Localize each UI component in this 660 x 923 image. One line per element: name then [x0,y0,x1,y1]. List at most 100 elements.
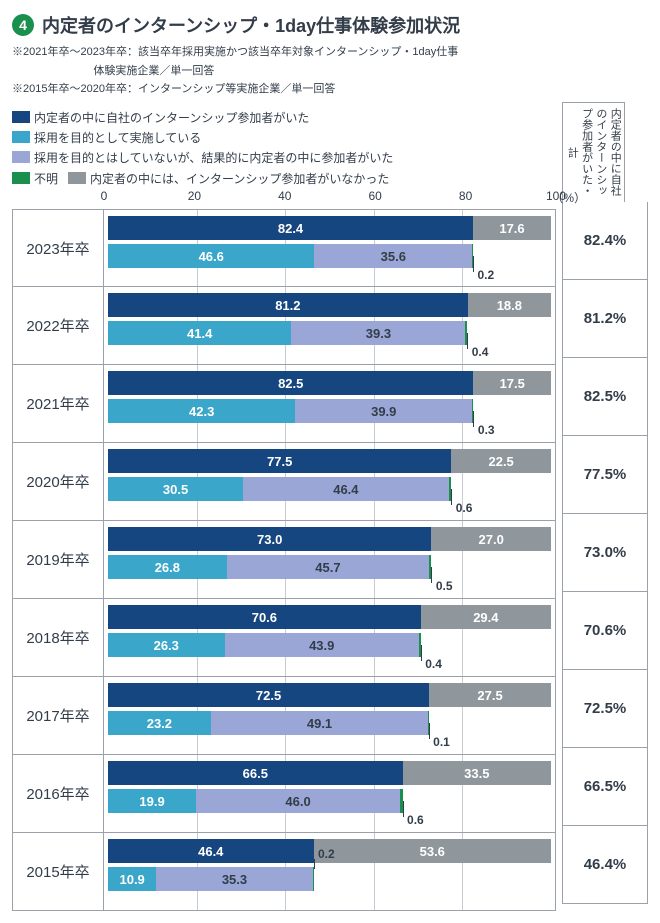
swatch-lavender [12,151,30,163]
legend-d: 不明 [34,172,58,186]
plot-cell: 46.453.6 10.935.3 0.2 [104,833,556,911]
bar-segment: 82.5 [108,371,473,395]
bar-segment: 17.6 [473,216,551,240]
chart-title: 4 内定者のインターンシップ・1day仕事体験参加状況 [12,12,648,38]
legend-c: 採用を目的とはしていないが、結果的に内定者の中に参加者がいた [34,151,393,165]
bar-segment: 35.6 [314,244,472,268]
axis-tick: 60 [369,189,382,203]
bar-segment: 45.7 [227,555,429,579]
bar-segment: 27.0 [431,527,551,551]
callout-unknown: 0.1 [433,735,450,749]
callout-unknown: 0.4 [472,345,489,359]
year-label: 2019年卒 [12,521,104,599]
plot-cell: 77.522.5 30.546.4 0.6 [104,443,556,521]
total-value: 46.4% [562,826,648,904]
legend-b: 採用を目的として実施している [34,131,201,145]
bar-segment: 73.0 [108,527,431,551]
bar-segment: 82.4 [108,216,473,240]
bar-segment: 77.5 [108,449,451,473]
year-label: 2020年卒 [12,443,104,521]
bar-segment: 46.4 [243,477,449,501]
year-label: 2022年卒 [12,287,104,365]
bar-segment: 22.5 [451,449,551,473]
callout-unknown: 0.2 [477,268,494,282]
axis-tick: 20 [188,189,201,203]
bar-segment: 35.3 [156,867,312,891]
callout-unknown: 0.4 [425,657,442,671]
plot-cell: 72.527.5 23.249.1 0.1 [104,677,556,755]
bar-segment [313,867,314,891]
bar-segment: 26.3 [108,633,225,657]
total-value: 72.5% [562,670,648,748]
bar-segment: 46.0 [196,789,400,813]
swatch-gray [68,172,86,184]
bar-segment: 46.4 [108,839,314,863]
legend-a: 内定者の中に自社のインターンシップ参加者がいた [34,111,309,125]
legend: 内定者の中に自社のインターンシップ参加者がいた 採用を目的として実施している 採… [12,108,556,190]
total-value: 73.0% [562,514,648,592]
year-label: 2017年卒 [12,677,104,755]
bar-segment: 26.8 [108,555,227,579]
callout-unknown: 0.6 [456,501,473,515]
axis-tick: 100 [546,189,566,203]
note-1: ※2021年卒～2023年卒：該当卒年採用実施かつ該当卒年対象インターンシップ・… [12,44,648,61]
total-value: 82.4% [562,202,648,280]
x-axis: （%） 020406080100 [12,189,556,209]
bar-segment: 81.2 [108,293,468,317]
bar-segment: 49.1 [211,711,429,735]
bar-segment: 27.5 [429,683,551,707]
total-value: 70.6% [562,592,648,670]
title-text: 内定者のインターンシップ・1day仕事体験参加状況 [42,12,460,38]
plot-cell: 81.218.8 41.439.3 0.4 [104,287,556,365]
bar-segment: 19.9 [108,789,196,813]
callout-unknown: 0.6 [407,813,424,827]
callout-unknown: 0.5 [436,579,453,593]
swatch-darkblue [12,111,30,123]
year-label: 2018年卒 [12,599,104,677]
bar-segment: 53.6 [314,839,551,863]
bar-segment: 23.2 [108,711,211,735]
bar-segment: 42.3 [108,399,295,423]
plot-cell: 73.027.0 26.845.7 0.5 [104,521,556,599]
bar-segment: 17.5 [473,371,551,395]
bar-segment: 10.9 [108,867,156,891]
title-badge: 4 [12,14,34,36]
plot-cell: 70.629.4 26.343.9 0.4 [104,599,556,677]
total-column-header: 内定者の中に自社のインターンシップ参加者がいた・計 [562,102,625,202]
plot-cell: 82.517.5 42.339.9 0.3 [104,365,556,443]
plot-cell: 66.533.5 19.946.0 0.6 [104,755,556,833]
bar-segment: 18.8 [468,293,551,317]
bar-segment: 43.9 [225,633,419,657]
year-label: 2015年卒 [12,833,104,911]
chart-rows: 2023年卒82.417.6 46.635.6 0.2 2022年卒81.218.8 4… [12,209,556,911]
total-value: 81.2% [562,280,648,358]
total-value: 82.5% [562,358,648,436]
year-label: 2023年卒 [12,209,104,287]
bar-segment: 39.9 [295,399,472,423]
swatch-green [12,172,30,184]
note-2: ※2015年卒～2020年卒：インターンシップ等実施企業／単一回答 [12,81,648,98]
year-label: 2016年卒 [12,755,104,833]
bar-segment: 72.5 [108,683,429,707]
bar-segment: 46.6 [108,244,314,268]
bar-segment: 30.5 [108,477,243,501]
total-cells: 82.4%81.2%82.5%77.5%73.0%70.6%72.5%66.5%… [562,202,648,904]
bar-segment: 41.4 [108,321,291,345]
axis-tick: 80 [459,189,472,203]
bar-segment: 33.5 [403,761,551,785]
total-value: 77.5% [562,436,648,514]
bar-segment: 29.4 [421,605,551,629]
bar-segment: 70.6 [108,605,421,629]
bar-segment: 39.3 [291,321,465,345]
year-label: 2021年卒 [12,365,104,443]
callout-unknown: 0.3 [478,423,495,437]
legend-e: 内定者の中には、インターンシップ参加者がいなかった [90,172,389,186]
plot-cell: 82.417.6 46.635.6 0.2 [104,209,556,287]
axis-tick: 0 [101,189,108,203]
bar-segment: 66.5 [108,761,403,785]
callout-unknown: 0.2 [318,847,335,861]
total-value: 66.5% [562,748,648,826]
axis-tick: 40 [278,189,291,203]
note-1b: 体験実施企業／単一回答 [12,63,648,80]
swatch-lightblue [12,131,30,143]
